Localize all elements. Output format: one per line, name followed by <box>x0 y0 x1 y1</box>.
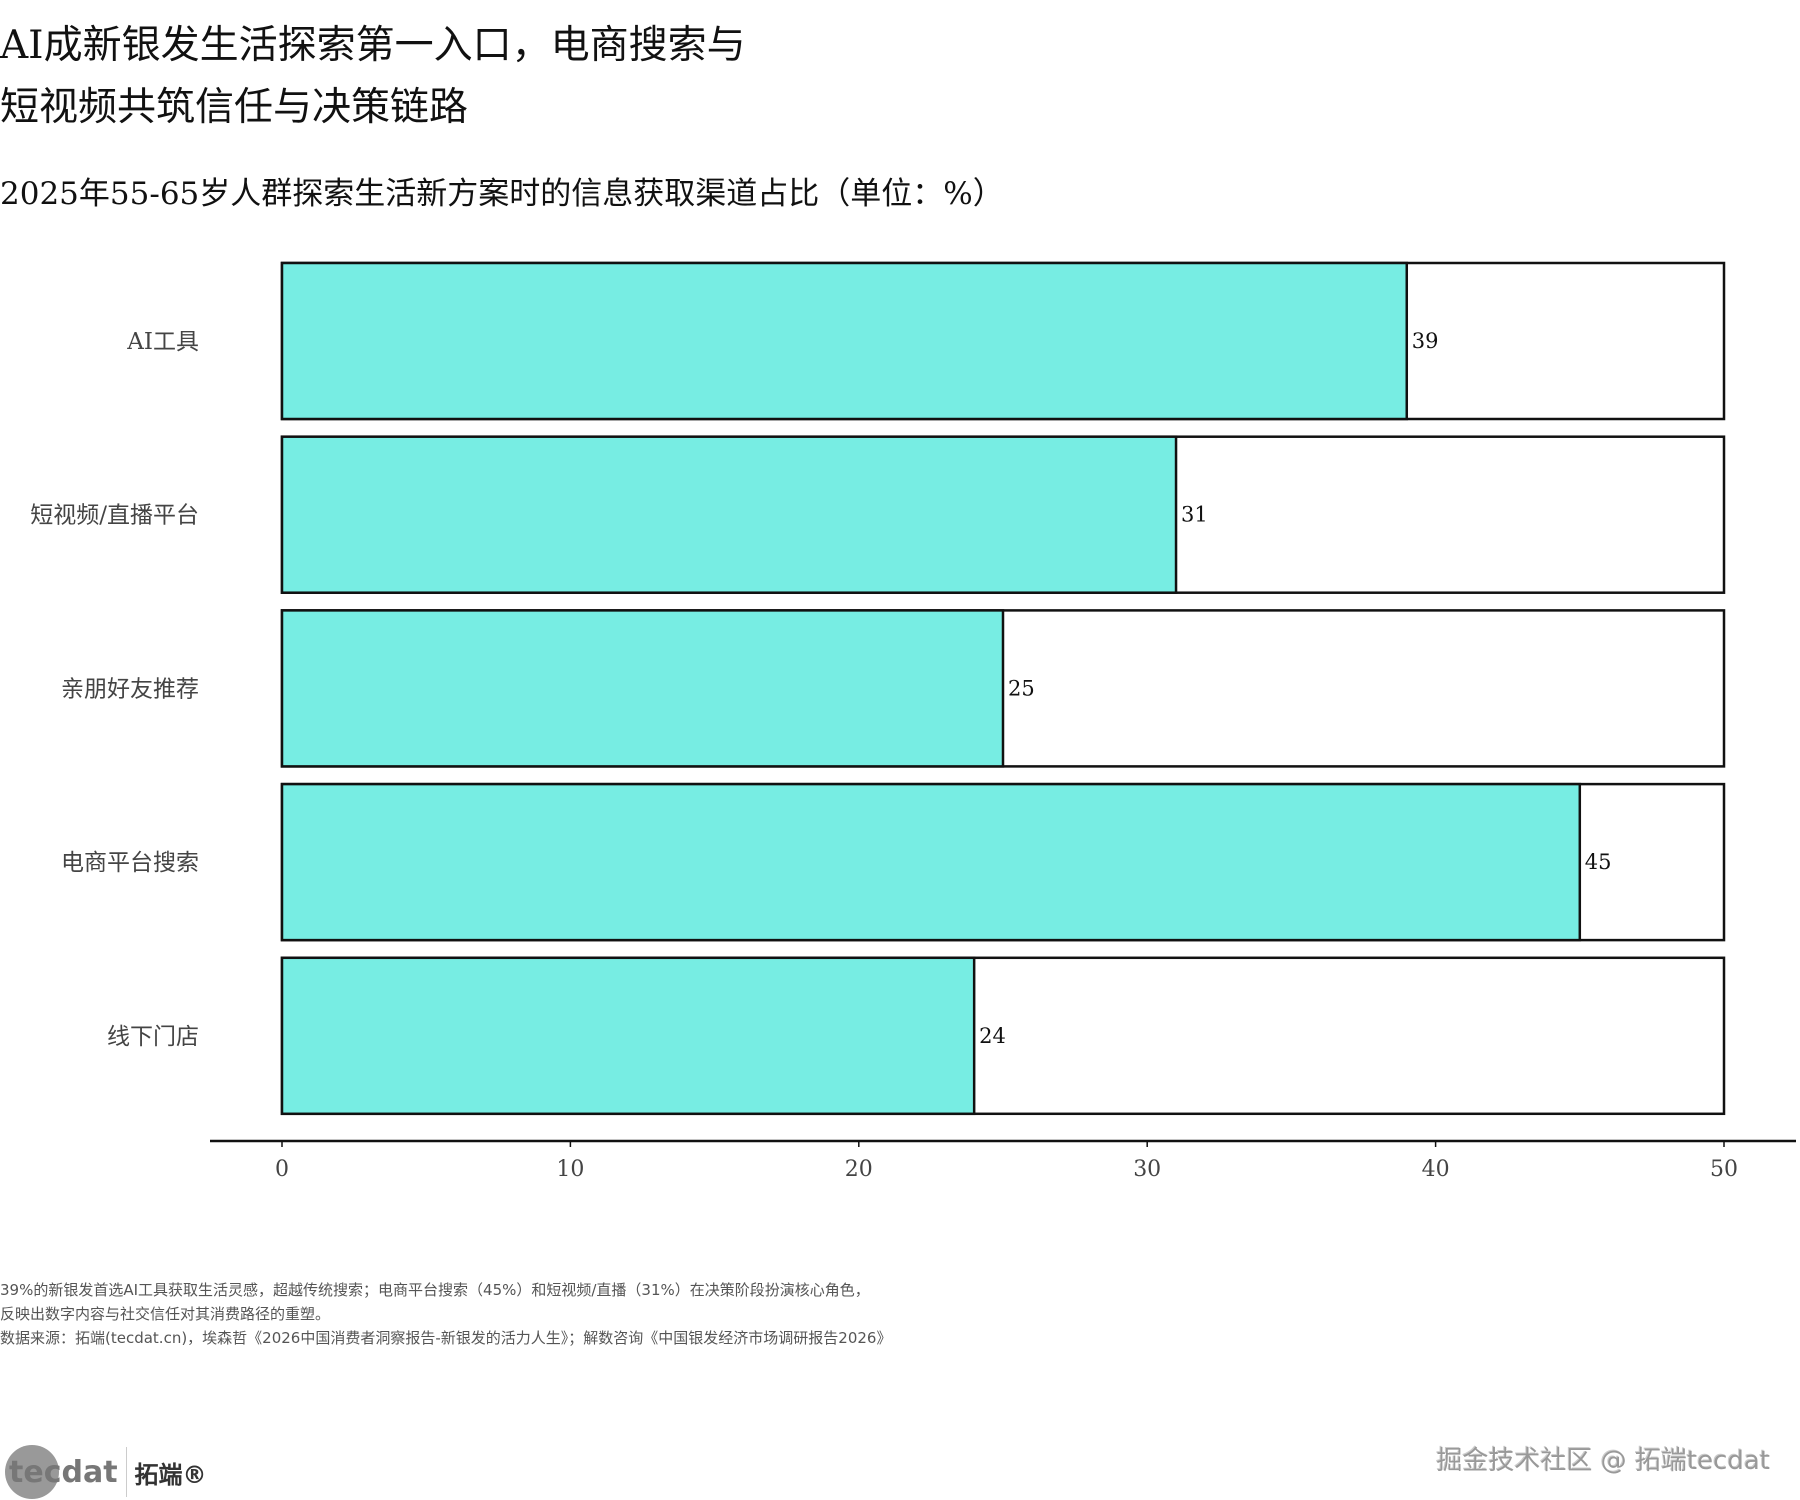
bar-chart: 39 AI工具 31 短视频/直播平台 25 亲朋好友推荐 45 电商平台搜索 24 线下门店 0 1… <box>30 261 1796 1182</box>
logo-cn: 拓端® <box>134 1460 207 1489</box>
x-tick-label: 40 <box>1422 1157 1450 1182</box>
watermark: 掘金技术社区 @ 拓端tecdat <box>1436 1446 1770 1476</box>
bar <box>280 782 1582 942</box>
x-tick-label: 0 <box>275 1157 289 1182</box>
data-label: 45 <box>1585 850 1612 874</box>
x-tick-label: 30 <box>1133 1157 1161 1182</box>
data-label: 24 <box>979 1024 1006 1048</box>
category-label: AI工具 <box>126 329 199 355</box>
logo-circle-icon <box>5 1445 59 1499</box>
bar <box>280 261 1409 421</box>
x-tick-label: 50 <box>1710 1157 1738 1182</box>
tecdat-logo: tecdat 拓端® <box>5 1445 207 1499</box>
logo-divider <box>125 1447 127 1497</box>
footnote-line-1: 39%的新银发首选AI工具获取生活灵感，超越传统搜索；电商平台搜索（45%）和短… <box>0 1281 870 1299</box>
category-label: 线下门店 <box>107 1024 199 1050</box>
bar <box>280 609 1005 768</box>
logo-word: tecdat <box>9 1454 118 1490</box>
data-label: 31 <box>1181 503 1208 527</box>
category-label: 短视频/直播平台 <box>30 503 199 529</box>
chart-subtitle: 2025年55-65岁人群探索生活新方案时的信息获取渠道占比（单位：%） <box>0 176 1004 212</box>
chart-title-line-1: AI成新银发生活探索第一入口，电商搜索与 <box>0 23 746 68</box>
data-label: 25 <box>1008 676 1035 700</box>
data-label: 39 <box>1412 329 1439 353</box>
category-label: 电商平台搜索 <box>61 850 199 876</box>
category-label: 亲朋好友推荐 <box>61 676 199 702</box>
x-tick-label: 20 <box>845 1157 873 1182</box>
footnote-source: 数据来源：拓端(tecdat.cn)，埃森哲《2026中国消费者洞察报告-新银发… <box>0 1329 892 1347</box>
bar <box>280 435 1178 594</box>
footnote-line-2: 反映出数字内容与社交信任对其消费路径的重塑。 <box>0 1305 331 1323</box>
chart-title-line-2: 短视频共筑信任与决策链路 <box>0 85 469 130</box>
x-tick-label: 10 <box>556 1157 584 1182</box>
bar <box>280 956 976 1116</box>
